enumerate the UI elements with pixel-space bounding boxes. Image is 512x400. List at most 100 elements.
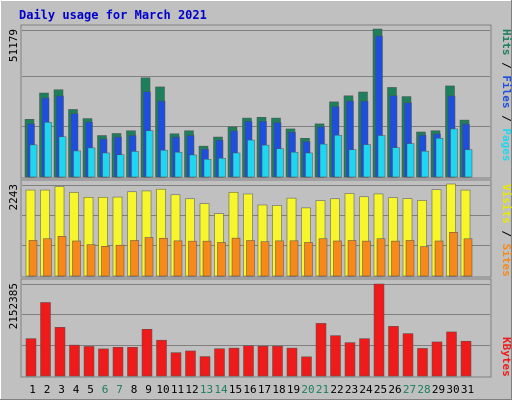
x-tick-label-day-24: 24 (359, 383, 373, 396)
pages-bar-day-4 (73, 150, 81, 178)
sites-bar-day-22 (333, 240, 342, 277)
kbytes-bar-day-10 (156, 339, 167, 377)
pages-bar-day-24 (363, 144, 371, 178)
legend-hits-files-pages: Hits / Files / Pages (500, 29, 512, 162)
sites-bar-day-29 (434, 240, 444, 277)
pages-bar-day-23 (348, 149, 357, 178)
sites-bar-day-10 (159, 237, 168, 277)
kbytes-bar-day-15 (228, 347, 240, 377)
sites-bar-day-16 (246, 240, 255, 277)
sites-bar-day-2 (43, 238, 52, 277)
sites-bar-day-15 (231, 237, 241, 277)
x-tick-label-day-6: 6 (102, 383, 109, 396)
kbytes-bar-day-5 (83, 346, 95, 377)
pages-bar-day-18 (276, 148, 284, 178)
sites-bar-day-5 (86, 244, 96, 277)
legend-visits: Visits (500, 184, 512, 224)
kbytes-bar-day-8 (127, 346, 138, 377)
kbytes-bar-day-7 (112, 346, 124, 377)
x-tick-label-day-15: 15 (229, 383, 242, 396)
kbytes-bar-day-17 (257, 345, 269, 377)
kbytes-bar-day-25 (373, 283, 385, 377)
legend-hits: Hits (500, 29, 512, 56)
x-tick-label-day-16: 16 (243, 383, 256, 396)
chart-title: Daily usage for March 2021 (19, 8, 207, 22)
x-tick-label-day-12: 12 (185, 383, 198, 396)
kbytes-bar-day-18 (272, 345, 283, 377)
x-tick-label-day-28: 28 (417, 383, 430, 396)
legend-files: Files (500, 75, 512, 108)
pages-bar-day-19 (290, 151, 299, 178)
sites-bar-day-31 (463, 238, 473, 277)
x-tick-label-day-3: 3 (58, 383, 65, 396)
pages-bar-day-12 (189, 154, 197, 178)
kbytes-bar-day-16 (243, 345, 254, 377)
kbytes-bar-day-13 (199, 356, 211, 377)
pages-bar-day-3 (58, 136, 67, 178)
pages-bar-day-30 (450, 128, 458, 178)
x-tick-label-day-7: 7 (116, 383, 123, 396)
sites-bar-day-27 (405, 240, 415, 277)
x-tick-label-day-2: 2 (44, 383, 51, 396)
kbytes-bar-day-1 (25, 338, 37, 377)
x-tick-label-day-4: 4 (73, 383, 80, 396)
sites-bar-day-12 (188, 240, 197, 277)
kbytes-bar-day-2 (40, 302, 51, 377)
x-tick-label-day-30: 30 (446, 383, 459, 396)
kbytes-bar-day-20 (301, 356, 312, 377)
x-tick-label-day-20: 20 (301, 383, 314, 396)
sites-bar-day-4 (72, 240, 81, 277)
pages-bar-day-10 (160, 149, 168, 178)
sites-bar-day-9 (144, 237, 154, 277)
x-tick-label-day-11: 11 (171, 383, 184, 396)
sites-bar-day-1 (28, 240, 38, 277)
sites-bar-day-23 (347, 240, 357, 277)
sites-bar-day-18 (275, 240, 284, 277)
sites-bar-day-6 (101, 246, 110, 277)
hits-ymax-label: 51179 (7, 29, 20, 62)
kbytes-bar-day-26 (388, 326, 399, 377)
kbytes-bar-day-12 (185, 350, 196, 377)
x-tick-label-day-10: 10 (156, 383, 169, 396)
sites-bar-day-19 (289, 240, 299, 277)
kbytes-bar-day-3 (54, 327, 66, 377)
pages-bar-day-13 (203, 159, 212, 178)
pages-bar-day-27 (406, 143, 415, 178)
kbytes-bar-day-4 (69, 344, 80, 377)
x-tick-label-day-25: 25 (374, 383, 387, 396)
pages-bar-day-2 (44, 122, 52, 178)
kbytes-bar-day-22 (330, 335, 341, 377)
sites-bar-day-14 (217, 242, 226, 277)
pages-bar-day-29 (435, 138, 444, 178)
x-tick-label-day-14: 14 (214, 383, 228, 396)
legend-kbytes: KBytes (500, 337, 512, 377)
pages-bar-day-26 (392, 147, 400, 178)
x-tick-label-day-22: 22 (330, 383, 343, 396)
pages-bar-day-1 (29, 144, 38, 178)
legend-sep-2: / (500, 109, 512, 129)
x-tick-label-day-27: 27 (403, 383, 416, 396)
legend-sep-1: / (500, 56, 512, 76)
kbytes-bar-day-19 (286, 347, 298, 377)
kbytes-ymax-label: 2152385 (7, 283, 20, 329)
kbytes-bar-day-9 (141, 329, 153, 377)
pages-bar-day-5 (87, 147, 96, 178)
sites-bar-day-13 (202, 240, 212, 277)
visits-ymax-label: 2243 (7, 184, 20, 211)
sites-bar-day-30 (449, 231, 458, 277)
x-tick-label-day-29: 29 (432, 383, 445, 396)
kbytes-bar-day-24 (359, 338, 370, 377)
sites-bar-day-25 (376, 238, 386, 277)
kbytes-bar-day-28 (417, 348, 428, 377)
pages-bar-day-16 (247, 139, 255, 178)
sites-bar-day-7 (115, 244, 125, 277)
kbytes-bar-day-21 (315, 323, 327, 377)
kbytes-bar-day-31 (460, 340, 472, 377)
sites-bar-day-24 (362, 240, 371, 277)
pages-bar-day-21 (319, 143, 328, 178)
x-tick-label-day-13: 13 (200, 383, 213, 396)
bars-layer (24, 28, 473, 377)
pages-bar-day-7 (116, 154, 125, 178)
sites-bar-day-26 (391, 240, 400, 277)
